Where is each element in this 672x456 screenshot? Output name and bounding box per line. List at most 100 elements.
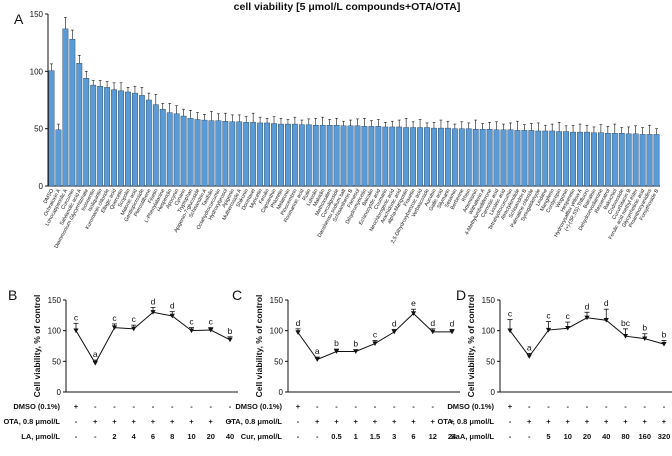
bar — [208, 120, 215, 187]
y-tick-label: 50 — [486, 357, 495, 366]
bar — [549, 130, 556, 187]
bar — [62, 28, 69, 187]
significance-letter: a — [93, 349, 98, 359]
significance-letter: d — [585, 301, 590, 311]
treatment-mark: 12 — [429, 432, 437, 441]
treatment-row-label: OTA, 0.8 μmol/L — [225, 417, 282, 426]
bar — [55, 129, 62, 187]
treatment-mark: - — [586, 402, 589, 411]
treatment-row-label: LA, μmol/L — [21, 432, 60, 441]
significance-letter: b — [353, 339, 358, 349]
treatment-mark: - — [412, 402, 415, 411]
bar — [591, 132, 597, 187]
significance-letter: c — [508, 309, 513, 319]
treatment-mark: 10 — [564, 432, 572, 441]
bar — [410, 127, 417, 187]
significance-letter: b — [228, 326, 233, 336]
treatment-mark: - — [210, 402, 213, 411]
data-point — [111, 325, 118, 330]
treatment-row-label: OTA, 0.8 μmol/L — [3, 417, 60, 426]
bar — [431, 127, 437, 187]
bar — [514, 130, 521, 187]
y-tick-label: 100 — [48, 327, 62, 336]
significance-letter: c — [112, 313, 117, 323]
treatment-mark: 20 — [583, 432, 591, 441]
treatment-mark: 20 — [207, 432, 215, 441]
bar — [243, 122, 250, 187]
bar — [584, 131, 590, 187]
data-point — [526, 354, 532, 359]
bar — [250, 122, 257, 187]
bar — [118, 90, 124, 187]
treatment-mark: + — [527, 417, 532, 426]
bar — [104, 87, 111, 187]
treatment-mark: + — [662, 417, 667, 426]
bar — [604, 133, 611, 187]
treatment-row-label: DMSO (0.1%) — [13, 402, 60, 411]
bar — [215, 120, 222, 187]
treatment-mark: 2 — [112, 432, 116, 441]
treatment-mark: 320 — [658, 432, 671, 441]
bar — [312, 125, 319, 187]
treatment-mark: - — [75, 417, 78, 426]
bar — [570, 131, 576, 187]
significance-letter: b — [662, 329, 667, 339]
significance-letter: c — [74, 312, 79, 322]
bar — [347, 125, 354, 187]
bar — [222, 121, 229, 187]
treatment-mark: 160 — [638, 432, 651, 441]
treatment-mark: - — [355, 402, 358, 411]
bar — [438, 127, 444, 187]
treatment-mark: + — [315, 417, 320, 426]
treatment-mark: - — [335, 402, 338, 411]
panel-letter-b: B — [8, 287, 17, 303]
treatment-mark: - — [624, 402, 627, 411]
bar — [159, 108, 166, 187]
y-axis-label: Cell viability, % of control — [254, 295, 264, 398]
treatment-mark: 5 — [546, 432, 550, 441]
treatment-mark: + — [189, 417, 194, 426]
bar — [173, 113, 180, 187]
data-point — [131, 326, 137, 332]
bar — [264, 122, 270, 187]
treatment-mark: + — [508, 402, 513, 411]
treatment-mark: + — [566, 417, 571, 426]
treatment-row-label: DMSO (0.1%) — [447, 402, 494, 411]
treatment-mark: + — [623, 417, 628, 426]
significance-letter: c — [209, 317, 214, 327]
y-tick-label: 50 — [34, 125, 43, 134]
treatment-mark: + — [643, 417, 648, 426]
figure-title: cell viability [5 μmol/L compounds+OTA/O… — [234, 1, 461, 13]
treatment-row-label: Cur, μmol/L — [241, 432, 283, 441]
significance-letter: d — [170, 301, 175, 311]
treatment-mark: - — [509, 432, 512, 441]
bar — [625, 133, 632, 187]
treatment-mark: 3 — [392, 432, 396, 441]
treatment-mark: 1 — [354, 432, 358, 441]
bar — [285, 123, 291, 187]
bar — [83, 78, 90, 187]
panel-letter-d: D — [456, 287, 466, 303]
bar — [451, 128, 458, 187]
bar — [521, 130, 528, 187]
treatment-mark: - — [374, 402, 377, 411]
treatment-mark: - — [451, 402, 454, 411]
bar — [333, 125, 340, 187]
data-point — [73, 328, 79, 334]
data-point — [584, 315, 590, 321]
y-tick-label: 0 — [491, 388, 496, 397]
bar — [618, 133, 625, 187]
bar — [368, 126, 375, 187]
y-tick-label: 50 — [52, 357, 61, 366]
treatment-mark: 0.5 — [331, 432, 341, 441]
y-tick-label: 100 — [30, 67, 44, 76]
data-point — [449, 329, 455, 335]
bar — [542, 130, 549, 187]
y-axis-label: Cell viability, % of control — [32, 295, 42, 398]
significance-letter: d — [296, 318, 301, 328]
series-line — [75, 311, 231, 365]
treatment-mark: - — [75, 432, 78, 441]
treatment-mark: + — [228, 417, 233, 426]
significance-letter: c — [373, 329, 378, 339]
